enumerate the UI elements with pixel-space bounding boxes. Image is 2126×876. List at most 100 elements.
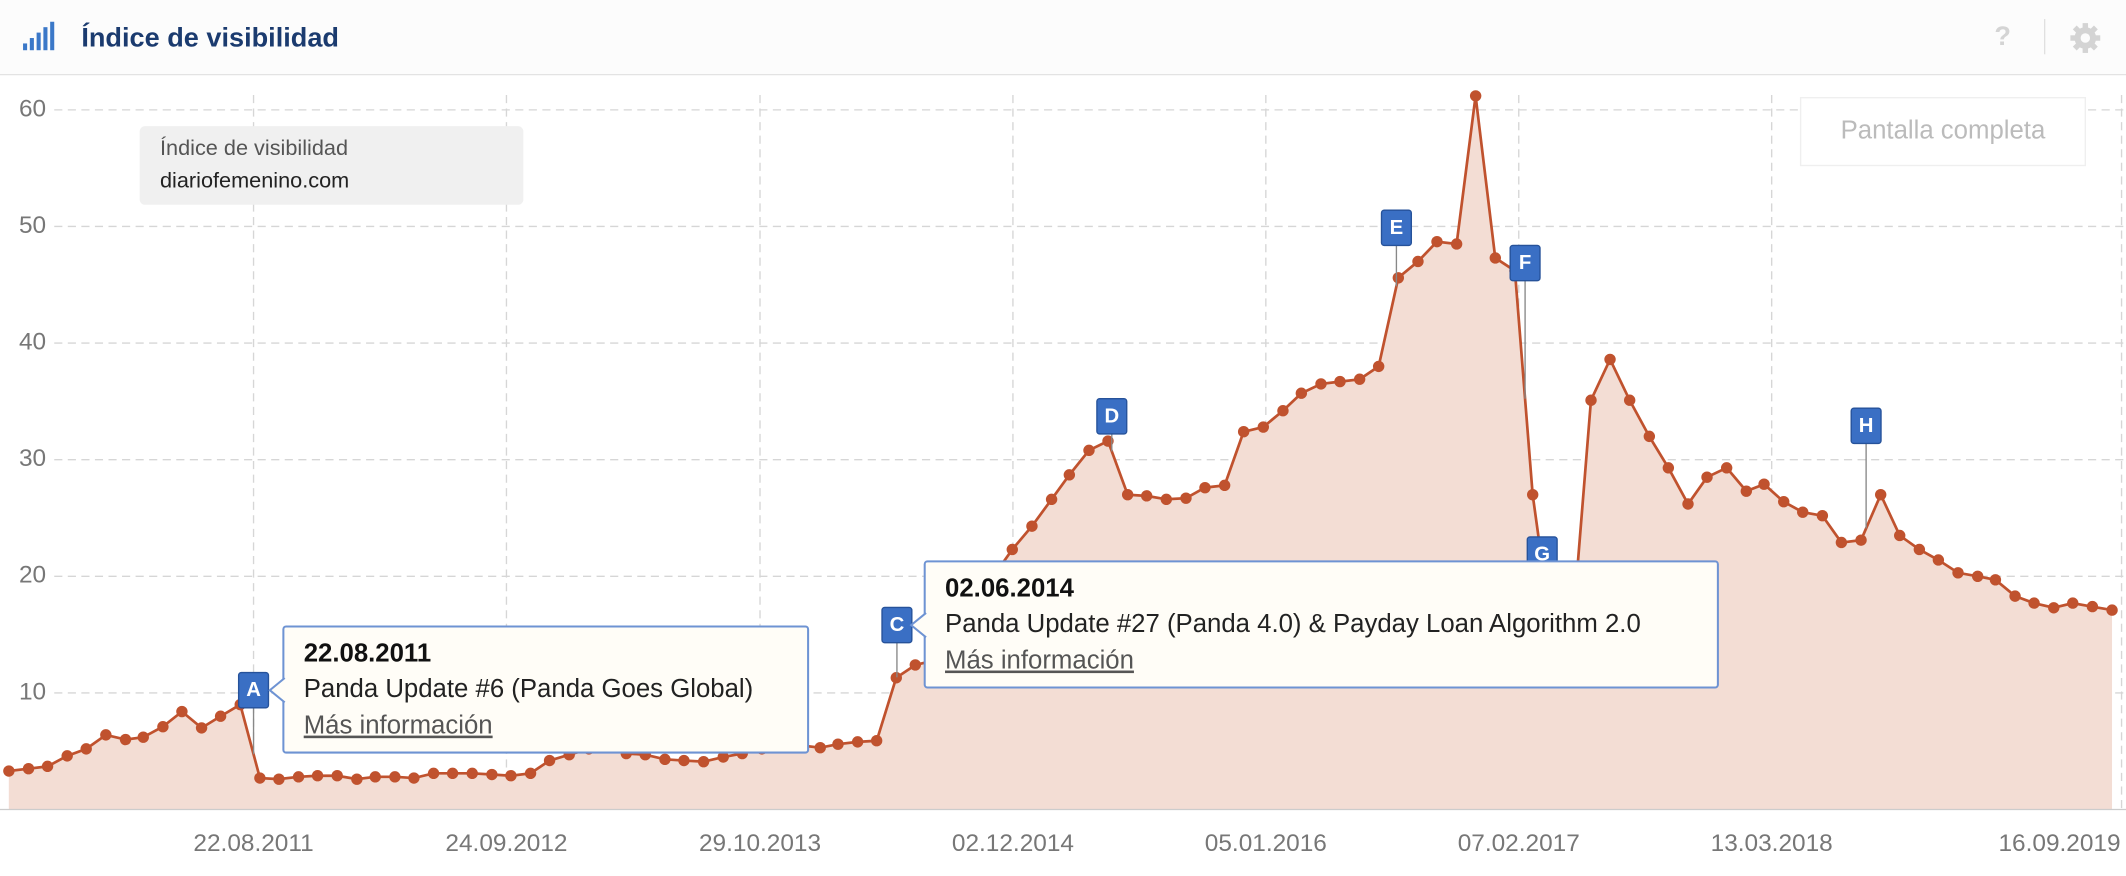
event-flag — [1509, 244, 1541, 282]
data-point — [61, 750, 73, 762]
data-point — [659, 753, 671, 766]
data-point — [890, 672, 902, 684]
data-point — [1063, 469, 1076, 481]
data-point — [389, 771, 401, 783]
data-point — [1585, 394, 1597, 406]
data-point — [1720, 462, 1733, 474]
event-flag-label: F — [1519, 252, 1531, 274]
data-point — [1797, 506, 1809, 518]
data-point — [3, 765, 15, 777]
data-point — [369, 771, 381, 783]
data-point — [1489, 252, 1501, 264]
data-point — [41, 760, 54, 773]
data-point — [814, 742, 826, 754]
event-flag-label: C — [890, 614, 905, 636]
data-point — [1835, 536, 1848, 549]
tooltip-date: 22.08.2011 — [304, 640, 431, 668]
data-point — [697, 756, 710, 768]
data-point — [543, 754, 556, 767]
data-point — [1450, 238, 1463, 250]
data-point — [1855, 534, 1867, 546]
data-point — [1623, 394, 1636, 406]
data-point — [505, 769, 517, 782]
help-icon[interactable]: ? — [1994, 20, 2011, 51]
data-point — [909, 659, 922, 671]
data-point — [1682, 498, 1694, 510]
data-point — [1083, 444, 1095, 457]
data-point — [1218, 479, 1231, 492]
data-point — [292, 771, 305, 783]
tooltip-link[interactable]: Más información — [945, 647, 1134, 675]
y-tick-label: 40 — [19, 329, 46, 356]
data-point — [1372, 360, 1385, 373]
fullscreen-button[interactable] — [1799, 96, 2087, 167]
event-flag — [1380, 209, 1413, 247]
fullscreen-button-label[interactable]: Pantalla completa — [1841, 116, 2046, 144]
data-point — [1662, 462, 1675, 474]
data-point — [1952, 567, 1964, 579]
data-point — [466, 767, 478, 780]
legend-entry: diariofemenino.com — [160, 167, 349, 192]
x-tick-label: 22.08.2011 — [193, 830, 313, 857]
data-point — [446, 767, 459, 780]
data-point — [832, 738, 844, 750]
data-point — [1740, 485, 1753, 497]
data-point — [678, 754, 690, 767]
event-flag — [1850, 407, 1882, 445]
data-point — [1257, 421, 1269, 433]
event-flag-label: A — [246, 679, 261, 701]
tooltip-text: Panda Update #6 (Panda Goes Global) — [304, 675, 754, 703]
data-point — [2028, 597, 2040, 609]
data-point — [1989, 574, 2002, 586]
data-point — [1392, 272, 1405, 284]
data-point — [1295, 387, 1308, 399]
data-point — [351, 773, 363, 785]
data-point — [2048, 602, 2060, 614]
event-flag-label: H — [1859, 415, 1874, 437]
data-point — [1932, 554, 1945, 566]
data-point — [1315, 378, 1327, 390]
legend-title: Índice de visibilidad — [160, 135, 348, 160]
data-point — [1816, 509, 1829, 522]
data-point — [1180, 492, 1192, 504]
data-point — [1604, 353, 1616, 366]
data-point — [2067, 597, 2079, 609]
data-point — [1026, 520, 1038, 532]
event-flag-label: D — [1104, 405, 1119, 427]
data-point — [80, 743, 92, 755]
data-point — [717, 751, 729, 763]
x-tick-label: 16.09.2019 — [1998, 830, 2120, 857]
data-point — [1412, 255, 1424, 268]
tooltip-pointer — [268, 677, 286, 704]
tooltip-date: 02.06.2014 — [945, 575, 1075, 603]
tooltip-pointer — [909, 612, 927, 639]
tooltip-link[interactable]: Más información — [304, 712, 493, 740]
data-point — [1469, 90, 1482, 102]
data-point — [1758, 478, 1770, 490]
data-point — [427, 767, 440, 780]
y-tick-label: 20 — [19, 562, 46, 589]
data-point — [1160, 493, 1173, 506]
data-point — [1353, 373, 1366, 385]
data-point — [1643, 430, 1656, 443]
data-point — [870, 735, 883, 747]
event-flag — [1096, 398, 1128, 435]
data-point — [176, 705, 188, 718]
data-point — [1778, 495, 1790, 508]
data-point — [137, 731, 149, 743]
y-tick-label: 50 — [19, 212, 46, 239]
data-point — [1334, 375, 1346, 388]
data-point — [331, 769, 343, 782]
settings-icon[interactable] — [2070, 23, 2101, 53]
data-point — [1140, 490, 1153, 502]
data-point — [22, 763, 35, 775]
data-point — [311, 769, 324, 782]
x-tick-label: 02.12.2014 — [952, 830, 1074, 857]
data-point — [254, 772, 266, 784]
y-tick-label: 60 — [19, 95, 46, 122]
event-flag-label: E — [1390, 217, 1404, 239]
data-point — [119, 733, 132, 746]
plot: 10 20 30 40 50 60 22.08.2011 24.09.2012 29.10.20… — [0, 90, 2126, 857]
data-point — [1006, 543, 1018, 556]
